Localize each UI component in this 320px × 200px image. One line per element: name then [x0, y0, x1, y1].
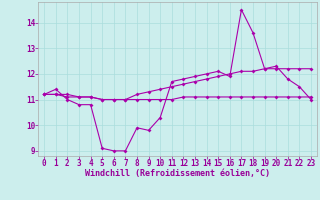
X-axis label: Windchill (Refroidissement éolien,°C): Windchill (Refroidissement éolien,°C): [85, 169, 270, 178]
